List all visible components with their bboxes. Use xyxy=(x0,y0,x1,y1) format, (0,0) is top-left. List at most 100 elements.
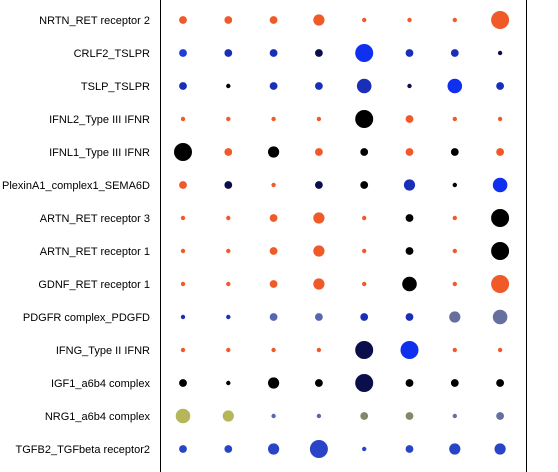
data-point xyxy=(497,347,503,353)
data-point xyxy=(491,275,510,293)
data-point xyxy=(360,313,369,321)
data-point xyxy=(269,313,278,321)
data-point xyxy=(268,377,280,389)
data-point xyxy=(405,313,414,321)
data-point xyxy=(497,50,503,56)
data-point xyxy=(405,148,414,156)
data-point xyxy=(313,212,325,224)
data-point xyxy=(491,11,510,29)
data-point xyxy=(452,248,457,254)
data-point xyxy=(407,17,412,23)
row-label: TGFB2_TGFbeta receptor2 xyxy=(16,444,151,456)
data-point xyxy=(356,78,372,94)
data-point xyxy=(449,443,461,455)
data-point xyxy=(269,214,278,222)
data-point xyxy=(496,379,504,387)
data-point xyxy=(449,311,461,323)
data-point xyxy=(360,148,369,156)
data-point xyxy=(179,16,187,24)
data-point xyxy=(362,446,367,452)
data-point xyxy=(405,247,414,255)
row-label: IFNG_Type II IFNR xyxy=(56,345,150,357)
data-point xyxy=(269,49,278,57)
data-point xyxy=(362,248,367,254)
data-point xyxy=(269,280,278,288)
data-point xyxy=(179,82,187,90)
data-point xyxy=(226,380,231,386)
data-point xyxy=(362,215,367,221)
data-point xyxy=(403,179,416,191)
dot-layer xyxy=(174,11,510,458)
data-point xyxy=(180,248,186,254)
data-point xyxy=(224,445,233,453)
data-point xyxy=(179,181,187,189)
data-point xyxy=(224,16,233,24)
data-point xyxy=(452,281,457,287)
data-point xyxy=(452,17,457,23)
data-point xyxy=(175,408,191,424)
data-point xyxy=(224,181,233,189)
data-point xyxy=(226,281,231,287)
data-point xyxy=(492,177,508,193)
data-point xyxy=(315,313,323,321)
data-point xyxy=(450,379,459,387)
data-point xyxy=(405,445,414,453)
data-point xyxy=(355,110,374,128)
data-point xyxy=(450,49,459,57)
data-point xyxy=(315,148,323,156)
data-point xyxy=(360,181,369,189)
data-point xyxy=(226,215,231,221)
row-label: IFNL1_Type III IFNR xyxy=(49,147,150,159)
data-point xyxy=(492,309,508,325)
row-label: IFNL2_Type III IFNR xyxy=(49,114,150,126)
data-point xyxy=(271,116,276,122)
data-point xyxy=(226,116,231,122)
data-point xyxy=(405,214,414,222)
data-point xyxy=(309,440,328,458)
data-point xyxy=(180,314,186,320)
data-point xyxy=(313,14,325,26)
data-point xyxy=(452,347,457,353)
data-point xyxy=(222,410,234,422)
data-point xyxy=(174,143,192,161)
data-point xyxy=(224,49,233,57)
data-point xyxy=(400,341,419,359)
data-point xyxy=(316,347,322,353)
data-point xyxy=(226,248,231,254)
data-point xyxy=(315,82,323,90)
row-labels: NRTN_RET receptor 2 CRLF2_TSLPR TSLP_TSLPR… xyxy=(2,15,150,456)
data-point xyxy=(452,116,457,122)
data-point xyxy=(313,245,325,257)
data-point xyxy=(179,379,187,387)
data-point xyxy=(315,181,323,189)
data-point xyxy=(407,83,412,89)
data-point xyxy=(497,116,503,122)
data-point xyxy=(315,379,323,387)
data-point xyxy=(226,314,231,320)
data-point xyxy=(447,78,463,94)
data-point xyxy=(405,379,414,387)
row-label: ARTN_RET receptor 3 xyxy=(40,213,150,225)
data-point xyxy=(452,182,457,188)
data-point xyxy=(179,49,187,57)
data-point xyxy=(450,148,459,156)
data-point xyxy=(494,443,506,455)
data-point xyxy=(268,443,280,455)
data-point xyxy=(180,281,186,287)
data-point xyxy=(269,82,278,90)
data-point xyxy=(355,374,374,392)
data-point xyxy=(269,16,278,24)
data-point xyxy=(405,115,414,123)
data-point xyxy=(355,341,374,359)
data-point xyxy=(496,148,504,156)
row-label: PDGFR complex_PDGFD xyxy=(23,312,150,324)
row-label: TSLP_TSLPR xyxy=(81,81,150,93)
data-point xyxy=(496,82,504,90)
row-label: NRG1_a6b4 complex xyxy=(45,411,151,423)
data-point xyxy=(362,17,367,23)
data-point xyxy=(313,278,325,290)
data-point xyxy=(180,215,186,221)
data-point xyxy=(271,413,276,419)
data-point xyxy=(360,412,369,420)
